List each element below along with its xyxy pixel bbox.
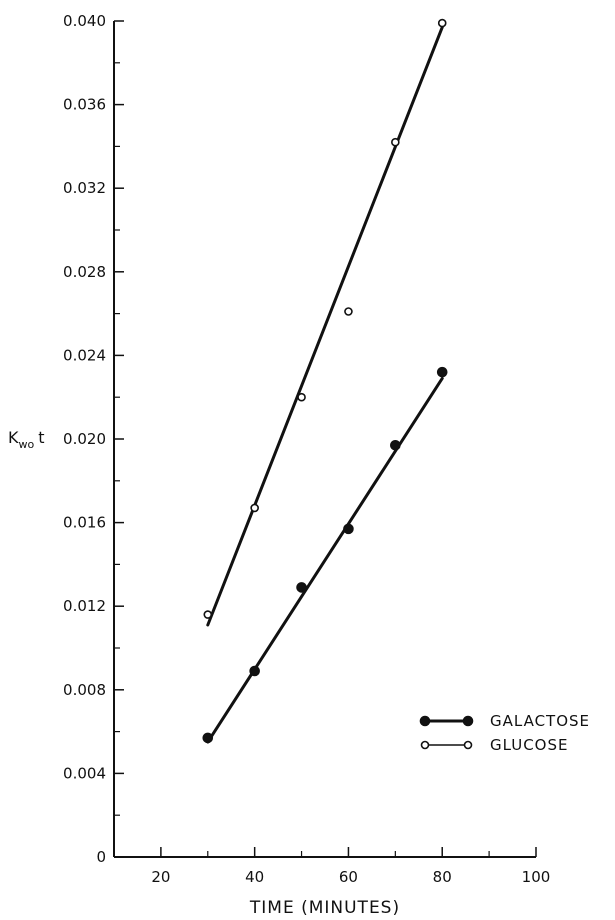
fit-line-glucose xyxy=(206,25,444,627)
point-glucose xyxy=(203,610,213,619)
point-glucose xyxy=(250,503,259,513)
point-galactose xyxy=(343,523,354,535)
point-glucose xyxy=(344,307,353,316)
y-tick-label: 0.040 xyxy=(63,12,106,30)
y-tick-label: 0.012 xyxy=(63,597,106,615)
fit-lines xyxy=(206,25,444,744)
x-tick-label: 100 xyxy=(522,868,551,886)
data-points xyxy=(202,18,448,744)
y-tick-label: 0 xyxy=(96,848,106,866)
legend: GALACTOSE GLUCOSE xyxy=(419,712,590,754)
y-axis-label: Kwo t xyxy=(8,428,45,451)
point-galactose xyxy=(390,439,401,451)
y-tick-label: 0.016 xyxy=(63,514,106,532)
legend-marker xyxy=(419,715,431,727)
y-tick-label: 0.028 xyxy=(63,263,106,281)
point-galactose xyxy=(296,582,307,593)
point-galactose xyxy=(202,732,214,744)
y-tick-label: 0.004 xyxy=(63,764,106,782)
x-tick-label: 60 xyxy=(339,868,358,886)
x-tick-label: 80 xyxy=(433,868,452,886)
ticks: 0 0.004 0.008 0.012 0.016 0.020 0.024 0.028 0.03… xyxy=(63,12,550,886)
legend-marker xyxy=(463,740,473,750)
point-galactose xyxy=(436,366,448,378)
x-tick-label: 40 xyxy=(245,868,264,886)
y-tick-label: 0.024 xyxy=(63,346,106,364)
legend-marker xyxy=(462,715,474,727)
y-tick-label: 0.036 xyxy=(63,96,106,114)
fit-line-galactose xyxy=(206,376,444,744)
y-tick-label: 0.032 xyxy=(63,179,106,197)
point-glucose xyxy=(437,18,447,28)
legend-label-glucose: GLUCOSE xyxy=(490,736,569,754)
point-glucose xyxy=(391,137,400,147)
axes xyxy=(113,21,536,858)
x-tick-label: 20 xyxy=(151,868,170,886)
y-tick-label: 0.020 xyxy=(63,430,106,448)
legend-label-galactose: GALACTOSE xyxy=(490,712,590,730)
point-galactose xyxy=(249,665,260,677)
legend-marker xyxy=(420,740,430,750)
point-glucose xyxy=(297,392,306,402)
y-tick-label: 0.008 xyxy=(63,681,106,699)
x-axis-label: TIME (MINUTES) xyxy=(249,898,400,918)
